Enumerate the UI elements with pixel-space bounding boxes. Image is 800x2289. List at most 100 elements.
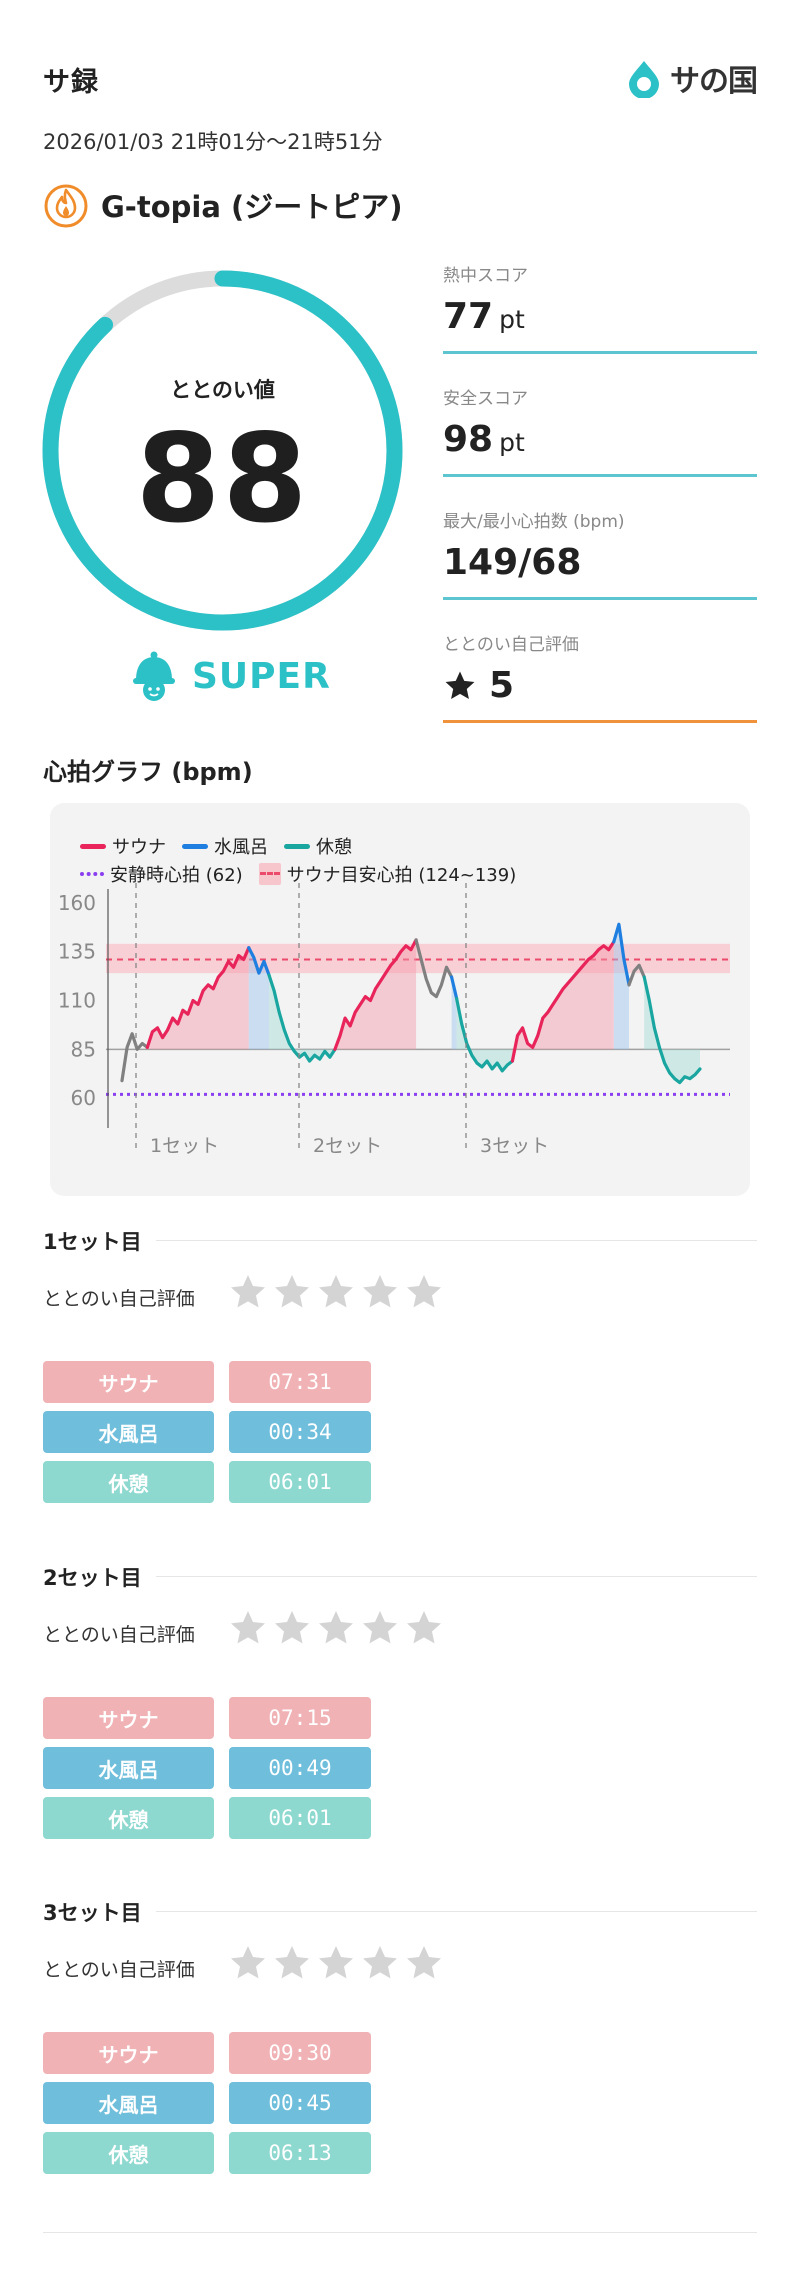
series-line-sauna: [333, 938, 418, 1051]
rating-star-4-icon[interactable]: [360, 1272, 400, 1312]
heart-rate-range: 最大/最小心拍数 (bpm) 149/68: [443, 504, 757, 627]
rating-star-5-icon[interactable]: [404, 1272, 444, 1312]
rating-star-4-icon[interactable]: [360, 1943, 400, 1983]
set-divider: [43, 1576, 757, 1577]
legend-rest: 休憩: [284, 833, 352, 859]
rating-star-2-icon[interactable]: [272, 1608, 312, 1648]
series-line-transition: [414, 938, 454, 999]
y-tick-label: 85: [71, 1037, 96, 1061]
rating-star-2-icon[interactable]: [272, 1943, 312, 1983]
score-underline: [443, 720, 757, 723]
series-area-sauna: [512, 941, 614, 1062]
phase-label: 水風呂: [43, 1411, 214, 1453]
series-area-sauna: [334, 939, 417, 1050]
phase-sauna: サウナ 07:15: [43, 1697, 373, 1739]
rating-star-2-icon[interactable]: [272, 1272, 312, 1312]
phase-rest: 休憩 06:01: [43, 1797, 373, 1839]
score-value: 149/68: [443, 542, 581, 583]
score-number: 5: [489, 665, 515, 706]
phase-label: 休憩: [43, 1461, 214, 1503]
rating-star-1-icon[interactable]: [228, 1943, 268, 1983]
score-label: 熱中スコア: [443, 266, 528, 286]
rating-star-5-icon[interactable]: [404, 1608, 444, 1648]
score-unit: pt: [499, 305, 525, 334]
phase-time: 07:15: [229, 1697, 371, 1739]
brand-name: サの国: [670, 64, 758, 99]
grade-text: SUPER: [192, 655, 331, 697]
rating-star-5-icon[interactable]: [404, 1943, 444, 1983]
heat-score: 熱中スコア 77 pt: [443, 258, 757, 381]
phase-time: 06:01: [229, 1461, 371, 1503]
rating-label: ととのい自己評価: [43, 1624, 195, 1646]
brand-logo[interactable]: サの国: [624, 58, 758, 99]
series-line-water: [449, 975, 459, 1001]
set-divider: [43, 1240, 757, 1241]
self-rating[interactable]: ととのい自己評価 5: [443, 627, 757, 750]
facility[interactable]: G-topia (ジートピア): [43, 180, 403, 230]
phase-time: 00:49: [229, 1747, 371, 1789]
y-tick-label: 160: [58, 891, 96, 915]
set-title: 1セット目: [43, 1226, 156, 1256]
sauna-hat-mascot-icon: [133, 651, 175, 701]
series-line-sauna: [510, 940, 616, 1063]
rating-stars[interactable]: [228, 1608, 444, 1648]
score-list: 熱中スコア 77 pt 安全スコア 98 pt 最大/最小心拍数 (bpm) 149…: [443, 258, 757, 750]
totonoi-gauge: ととのい値 88: [40, 268, 405, 633]
series-line-water: [612, 922, 631, 987]
set-title: 2セット目: [43, 1562, 156, 1592]
totonoi-ring: [42, 270, 403, 631]
legend-sauna: サウナ: [80, 833, 166, 859]
series-area-rest: [644, 977, 700, 1083]
phase-label: 休憩: [43, 1797, 214, 1839]
star-icon: [445, 671, 475, 699]
totonoi-value: 88: [135, 408, 310, 550]
facility-name: G-topia (ジートピア): [101, 190, 403, 224]
legend-target-hr: サウナ目安心拍 (124~139): [258, 861, 516, 887]
app-header: サ録 サの国: [43, 58, 758, 99]
score-number: 98: [443, 419, 494, 460]
rating-stars[interactable]: [228, 1272, 444, 1312]
phase-time: 06:01: [229, 1797, 371, 1839]
set-title: 3セット目: [43, 1897, 156, 1927]
phase-water: 水風呂 00:49: [43, 1747, 373, 1789]
y-tick-label: 110: [58, 989, 96, 1013]
score-value: 77 pt: [443, 296, 525, 337]
score-underline: [443, 597, 757, 600]
phase-sauna: サウナ 07:31: [43, 1361, 373, 1403]
phase-label: サウナ: [43, 1361, 214, 1403]
rating-star-1-icon[interactable]: [228, 1608, 268, 1648]
set-label: 1セット: [150, 1135, 219, 1157]
graph-title: 心拍グラフ (bpm): [43, 758, 253, 786]
rating-star-3-icon[interactable]: [316, 1943, 356, 1983]
legend-water: 水風呂: [182, 833, 268, 859]
set-label: 3セット: [480, 1135, 549, 1157]
score-number: 77: [443, 296, 494, 337]
rating-star-3-icon[interactable]: [316, 1608, 356, 1648]
series-area-water: [248, 947, 270, 1050]
series-area-rest: [456, 998, 513, 1071]
heart-rate-chart: 160 135 110 85 60 1セット 2セット 3セット サウナ 水風呂 休憩 安静時…: [50, 803, 750, 1196]
phase-water: 水風呂 00:45: [43, 2082, 373, 2124]
series-line-rest: [642, 975, 702, 1085]
phase-label: サウナ: [43, 1697, 214, 1739]
rating-star-3-icon[interactable]: [316, 1272, 356, 1312]
phase-water: 水風呂 00:34: [43, 1411, 373, 1453]
rating-star-1-icon[interactable]: [228, 1272, 268, 1312]
phase-time: 06:13: [229, 2132, 371, 2174]
score-underline: [443, 474, 757, 477]
y-tick-label: 60: [71, 1086, 96, 1110]
phase-label: 休憩: [43, 2132, 214, 2174]
phase-label: 水風呂: [43, 2082, 214, 2124]
grade-badge: SUPER: [130, 648, 331, 704]
flame-icon: [44, 184, 88, 228]
water-drop-icon: [629, 61, 659, 98]
series-line-water: [247, 946, 271, 977]
rating-star-4-icon[interactable]: [360, 1608, 400, 1648]
totonoi-label: ととのい値: [170, 378, 275, 402]
score-label: ととのい自己評価: [443, 635, 579, 655]
rating-stars[interactable]: [228, 1943, 444, 1983]
phase-rest: 休憩 06:01: [43, 1461, 373, 1503]
series-line-rest: [267, 973, 337, 1063]
legend-resting-hr: 安静時心拍 (62): [80, 861, 243, 887]
heart-rate-plot: 160 135 110 85 60 1セット 2セット 3セット: [58, 883, 730, 1157]
